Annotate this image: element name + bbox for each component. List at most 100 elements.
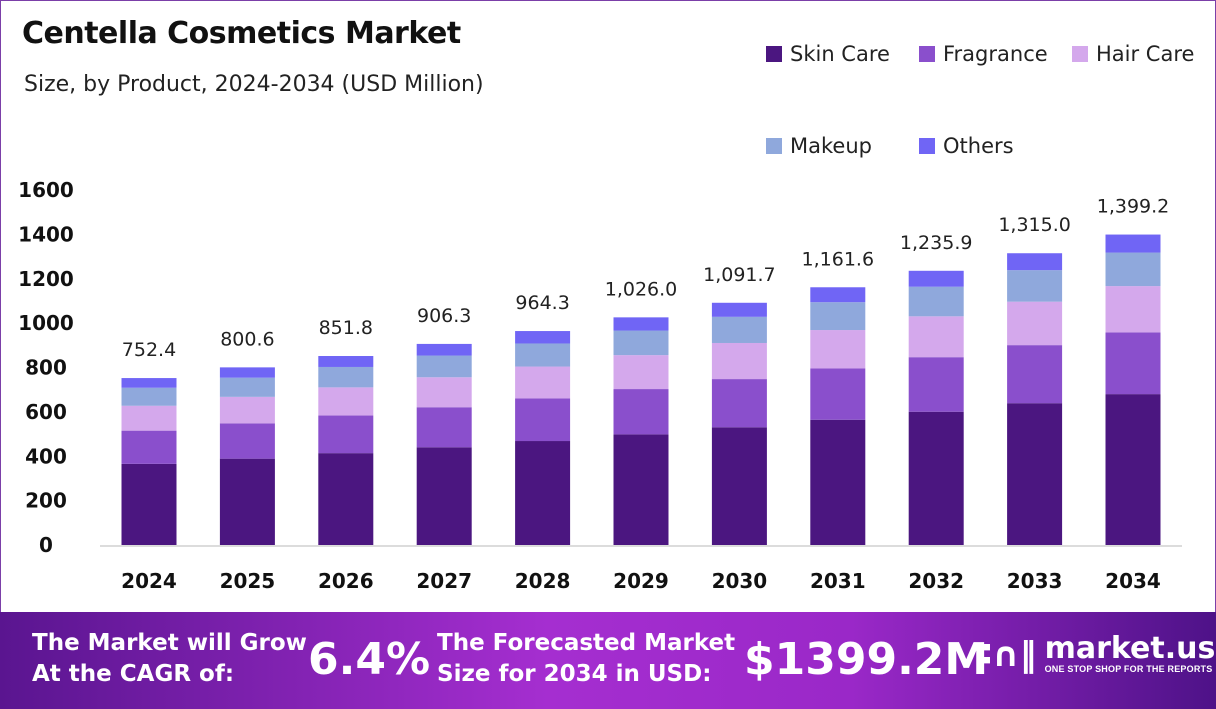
stacked-bar-chart: 0 200 400 600 800 1000 1200 1400 1600 752.4 2024 80… <box>18 178 1182 593</box>
legend-fragrance: Fragrance <box>919 42 1048 66</box>
total-label: 1,091.7 <box>703 264 776 286</box>
cagr-label: The Market will Grow At the CAGR of: <box>32 628 307 690</box>
x-tick-label: 2030 <box>712 569 768 593</box>
legend-label: Makeup <box>790 134 872 158</box>
x-tick-label: 2031 <box>810 569 866 593</box>
bar-segment-makeup <box>121 387 177 406</box>
y-tick-label: 0 <box>39 533 53 557</box>
total-label: 1,161.6 <box>802 248 875 270</box>
chart-title: Centella Cosmetics Market <box>22 16 461 51</box>
bar-segment-makeup <box>318 366 374 388</box>
bar-segment-skin-care <box>1007 403 1063 545</box>
cagr-label-line2: At the CAGR of: <box>32 661 235 687</box>
legend-makeup: Makeup <box>766 134 872 158</box>
bar-segment-hair-care <box>219 396 275 424</box>
bar-segment-fragrance <box>121 430 177 464</box>
bar-segment-makeup <box>908 286 964 317</box>
legend-label: Others <box>943 134 1014 158</box>
summary-banner: The Market will Grow At the CAGR of: 6.4… <box>0 612 1216 709</box>
x-tick-label: 2028 <box>515 569 571 593</box>
bar-segment-skin-care <box>416 447 472 545</box>
bar-segment-hair-care <box>121 405 177 431</box>
legend-swatch <box>919 46 935 62</box>
x-tick-label: 2027 <box>416 569 472 593</box>
y-tick-label: 1000 <box>18 311 74 335</box>
x-tick-label: 2025 <box>220 569 276 593</box>
bar-segment-skin-care <box>613 434 669 545</box>
bar-segment-makeup <box>515 343 571 367</box>
chart-subtitle: Size, by Product, 2024-2034 (USD Million… <box>24 72 484 97</box>
bar-segment-fragrance <box>908 357 964 412</box>
forecast-value: $1399.2M <box>744 634 989 685</box>
bar-segment-others <box>810 287 866 303</box>
bar-segment-skin-care <box>219 458 275 545</box>
bar-segment-fragrance <box>318 415 374 454</box>
bar-segment-skin-care <box>121 463 177 545</box>
bar-segment-makeup <box>219 377 275 397</box>
total-label: 752.4 <box>122 339 176 361</box>
brand-mark-icon: ∶∩‖ <box>982 634 1037 675</box>
bar-segment-others <box>318 356 374 367</box>
legend-others: Others <box>919 134 1014 158</box>
bar-segment-others <box>908 270 964 287</box>
bar-segment-makeup <box>613 330 669 356</box>
y-tick-label: 400 <box>25 444 67 468</box>
forecast-label: The Forecasted Market Size for 2034 in U… <box>437 628 735 690</box>
bar-segment-makeup <box>711 316 767 343</box>
legend-label: Skin Care <box>790 42 890 66</box>
bar-segment-others <box>219 367 275 378</box>
bar-segment-makeup <box>1105 252 1161 287</box>
y-tick-label: 1200 <box>18 267 74 291</box>
bar-segment-hair-care <box>515 366 571 399</box>
legend-skin-care: Skin Care <box>766 42 890 66</box>
bar-segment-fragrance <box>515 398 571 442</box>
bar-segment-fragrance <box>1105 332 1161 395</box>
bar-segment-fragrance <box>1007 345 1063 404</box>
bar-segment-makeup <box>810 302 866 331</box>
legend-hair-care: Hair Care <box>1072 42 1194 66</box>
bar-segment-fragrance <box>416 407 472 448</box>
bar-segment-hair-care <box>1007 301 1063 346</box>
total-label: 1,026.0 <box>605 278 678 300</box>
bar-segment-fragrance <box>613 389 669 435</box>
x-tick-label: 2034 <box>1105 569 1161 593</box>
y-tick-label: 1400 <box>18 222 74 246</box>
legend-swatch <box>1072 46 1088 62</box>
total-label: 1,399.2 <box>1097 196 1170 218</box>
total-label: 800.6 <box>220 328 274 350</box>
bar-segment-others <box>416 343 472 356</box>
bar-segment-fragrance <box>219 423 275 459</box>
brand-name: market.us <box>1044 631 1216 666</box>
bar-segment-makeup <box>416 355 472 378</box>
bar-segment-skin-care <box>810 419 866 545</box>
bar-segment-hair-care <box>318 387 374 416</box>
legend-label: Fragrance <box>943 42 1048 66</box>
total-label: 906.3 <box>417 305 471 327</box>
x-tick-label: 2026 <box>318 569 374 593</box>
x-tick-label: 2024 <box>121 569 177 593</box>
bar-segment-skin-care <box>318 453 374 545</box>
total-label: 964.3 <box>515 292 569 314</box>
bar-segment-fragrance <box>810 368 866 420</box>
bar-segment-others <box>613 317 669 331</box>
cagr-label-line1: The Market will Grow <box>32 630 307 656</box>
legend-swatch <box>919 138 935 154</box>
total-label: 1,235.9 <box>900 232 973 254</box>
bar-segment-others <box>1105 234 1161 253</box>
bar-segment-others <box>121 378 177 388</box>
bar-segment-hair-care <box>416 377 472 408</box>
bar-segment-skin-care <box>908 411 964 545</box>
x-tick-label: 2032 <box>908 569 964 593</box>
bar-segment-skin-care <box>515 441 571 545</box>
bar-segment-fragrance <box>711 379 767 428</box>
x-tick-label: 2033 <box>1007 569 1063 593</box>
total-label: 851.8 <box>319 317 373 339</box>
cagr-value: 6.4% <box>308 634 431 685</box>
brand-logo: ∶∩‖ market.us ONE STOP SHOP FOR THE REPO… <box>982 634 1215 675</box>
x-tick-label: 2029 <box>613 569 669 593</box>
bar-segment-hair-care <box>810 330 866 369</box>
bar-segment-hair-care <box>1105 286 1161 333</box>
bar-segment-others <box>711 302 767 317</box>
forecast-label-line2: Size for 2034 in USD: <box>437 661 712 687</box>
bar-segment-hair-care <box>613 355 669 390</box>
